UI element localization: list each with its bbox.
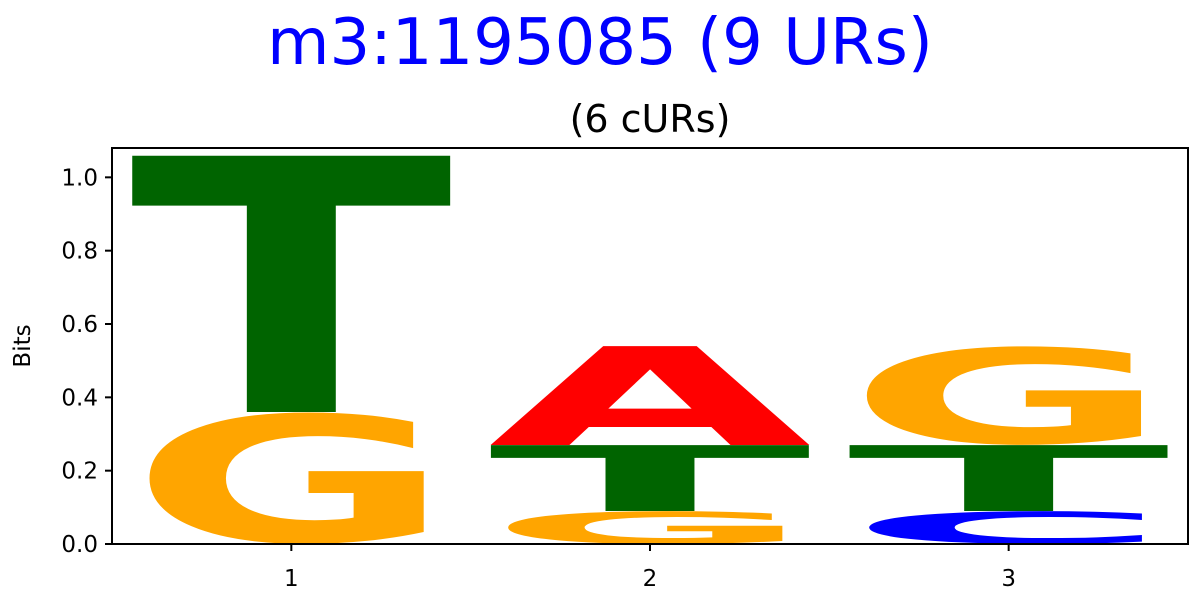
x-tick-label: 2 (643, 566, 658, 592)
y-tick-label: 0.2 (61, 459, 98, 485)
chart-subtitle: (6 cURs) (569, 97, 731, 141)
y-tick-label: 0.4 (61, 385, 98, 411)
y-tick-label: 0.8 (61, 239, 98, 265)
logo-letter-t: T (847, 427, 1172, 532)
logo-letter-t: T (489, 427, 814, 532)
y-axis-label: Bits (10, 324, 36, 367)
chart-title: m3:1195085 (9 URs) (267, 6, 933, 80)
x-tick-label: 3 (1001, 566, 1016, 592)
x-tick-label: 1 (284, 566, 299, 592)
x-axis: 1 2 3 (284, 544, 1016, 592)
y-tick-label: 0.0 (61, 532, 98, 558)
logo-letter-a: A (489, 319, 815, 477)
y-tick-label: 0.6 (61, 312, 98, 338)
y-tick-label: 1.0 (61, 165, 98, 191)
logo-letter-g: G (847, 323, 1170, 475)
logo-letter-t: T (130, 86, 455, 495)
y-axis: 0.0 0.2 0.4 0.6 0.8 1.0 (61, 165, 112, 558)
